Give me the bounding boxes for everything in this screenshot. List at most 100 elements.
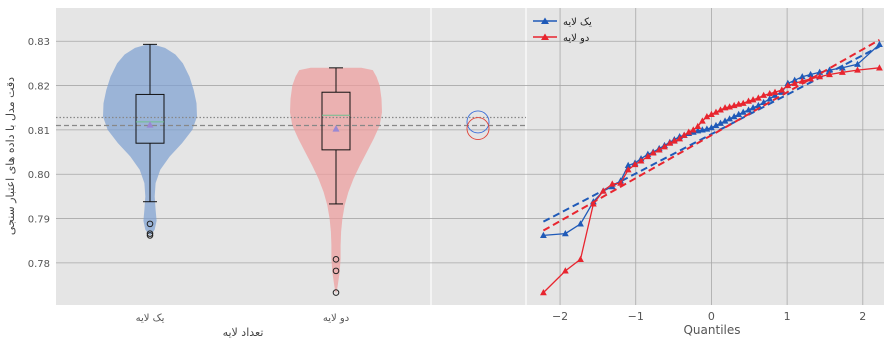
violin-x-tick-label: یک لایه (136, 313, 165, 324)
y-tick-label: 0.83 (28, 37, 50, 48)
y-tick-label: 0.81 (28, 126, 50, 137)
qq-x-tick-label: 0 (708, 310, 715, 323)
series-point (703, 113, 711, 120)
series-point (754, 94, 762, 101)
qq-x-axis-title: Quantiles (683, 323, 740, 337)
violin-x-tick-label: دو لایه (323, 313, 349, 324)
series-point (577, 255, 584, 262)
reference-lines (56, 116, 526, 127)
violin-body (103, 44, 197, 236)
outlier-point (146, 232, 154, 239)
series-point (694, 122, 702, 129)
qq-x-tick-label: −2 (552, 310, 568, 323)
series-point (784, 81, 792, 89)
legend: یک لایه دو لایه (533, 17, 592, 44)
series-point (739, 99, 747, 106)
series-point (680, 131, 688, 138)
boxplots (135, 43, 351, 296)
series-point (670, 137, 678, 144)
y-tick-label: 0.78 (28, 259, 50, 270)
y-tick-label: 0.82 (28, 82, 50, 93)
series-point (771, 88, 779, 95)
series-point (708, 110, 715, 117)
series-point (666, 139, 674, 146)
outlier-point (146, 220, 154, 228)
series-point (599, 187, 607, 194)
series-point (644, 152, 652, 160)
series-point (876, 40, 883, 47)
series-point (721, 117, 729, 124)
fit-line (542, 39, 880, 232)
violin-plot-area (56, 8, 431, 305)
series-point (807, 70, 814, 78)
marker-plot-area (431, 8, 526, 305)
series-point (649, 149, 657, 156)
outlier-point (332, 289, 340, 296)
legend-label-one-layer: یک لایه (563, 17, 592, 28)
legend-label-two-layer: دو لایه (563, 33, 589, 44)
series-point (624, 166, 632, 173)
series-point (838, 64, 846, 71)
violin-y-axis-title: دقت مدل با داده های اعتبار سنجی (4, 77, 17, 235)
y-tick-label: 0.80 (28, 170, 50, 181)
series-point (685, 128, 693, 135)
mean-marker (332, 125, 340, 132)
series-point (717, 119, 724, 126)
series-point (735, 110, 743, 117)
series-point (661, 143, 668, 150)
series-point (876, 64, 883, 71)
median-circle (466, 117, 490, 141)
series-point (766, 89, 774, 97)
series-point (766, 95, 774, 102)
series-point (637, 157, 645, 164)
series-point (689, 126, 697, 133)
series-point (754, 101, 762, 109)
series-point (561, 230, 569, 237)
series-point (760, 98, 768, 106)
series-point (854, 66, 861, 73)
series-point (617, 179, 625, 186)
violin-x-axis-title: تعداد لایه (223, 326, 264, 339)
series-point (816, 73, 824, 80)
qq-x-tick-label: 1 (784, 310, 791, 323)
series-point (771, 91, 779, 98)
series-point (798, 73, 806, 80)
series-point (745, 106, 752, 113)
series-point (540, 288, 547, 296)
series-point (760, 91, 768, 98)
series-point (749, 104, 757, 111)
box (135, 93, 165, 144)
series-point (778, 86, 786, 93)
series-point (730, 113, 738, 120)
series-point (826, 70, 833, 78)
outlier-point (146, 230, 154, 237)
series-point (798, 77, 806, 84)
series-point (676, 135, 684, 142)
series-point (838, 68, 846, 75)
series-point (608, 180, 616, 187)
series-point (726, 115, 733, 122)
legend-marker-one-layer (541, 17, 549, 24)
series-point (826, 66, 833, 73)
series-point (749, 96, 757, 103)
legend-marker-two-layer (541, 33, 549, 40)
y-tick-label: 0.79 (28, 215, 50, 226)
series-point (698, 117, 706, 124)
series-point (540, 231, 547, 239)
series-point (561, 267, 569, 274)
series-point (655, 146, 663, 153)
outlier-point (332, 256, 340, 263)
qq-x-tick-label: −1 (628, 310, 644, 323)
series-point (807, 75, 814, 82)
series-point (791, 76, 799, 83)
series-point (791, 79, 799, 86)
qq-x-tick-label: 2 (859, 310, 866, 323)
qq-series (540, 39, 883, 296)
ticks: 0.78 0.79 0.80 0.81 0.82 0.83 −2 −1 0 1 2 یک لایه دو… (28, 37, 867, 324)
mean-marker (146, 121, 154, 128)
series-point (577, 220, 584, 227)
series-point (717, 106, 724, 113)
series-point (712, 108, 720, 115)
series-point (589, 200, 597, 207)
